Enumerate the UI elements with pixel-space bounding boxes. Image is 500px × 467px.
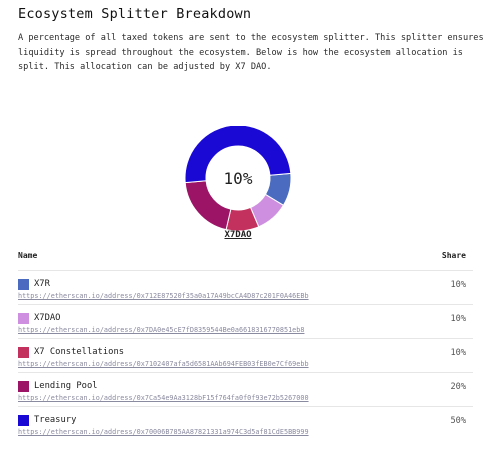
row-share: 10% [450, 314, 466, 324]
table-row: X7DAO https://etherscan.io/address/0x7DA… [18, 304, 473, 338]
row-share: 50% [450, 416, 466, 426]
row-name: X7R [34, 279, 50, 289]
etherscan-link[interactable]: https://etherscan.io/address/0x70006B785… [18, 428, 309, 436]
header-name: Name [18, 251, 38, 260]
row-name: Lending Pool [34, 381, 98, 391]
color-swatch [18, 381, 29, 392]
etherscan-link[interactable]: https://etherscan.io/address/0x712E87520… [18, 292, 309, 300]
row-name: Treasury [34, 415, 77, 425]
header-share: Share [441, 251, 466, 260]
chart-active-label[interactable]: X7DAO [224, 230, 252, 240]
donut-svg[interactable] [182, 126, 294, 238]
row-name: X7 Constellations [34, 347, 125, 357]
etherscan-link[interactable]: https://etherscan.io/address/0x7102407af… [18, 360, 309, 368]
row-share: 10% [450, 348, 466, 358]
section-title: Ecosystem Splitter Breakdown [18, 6, 252, 22]
color-swatch [18, 313, 29, 324]
color-swatch [18, 279, 29, 290]
chart-center-value: 10% [223, 168, 253, 188]
table-row: X7 Constellations https://etherscan.io/a… [18, 338, 473, 372]
etherscan-link[interactable]: https://etherscan.io/address/0x7DA0e45cE… [18, 326, 305, 334]
color-swatch [18, 415, 29, 426]
row-share: 10% [450, 280, 466, 290]
table-row: Lending Pool https://etherscan.io/addres… [18, 372, 473, 406]
etherscan-link[interactable]: https://etherscan.io/address/0x7Ca54e9Aa… [18, 394, 309, 402]
allocation-donut-chart[interactable]: 10% [182, 126, 294, 238]
color-swatch [18, 347, 29, 358]
table-row: Treasury https://etherscan.io/address/0x… [18, 406, 473, 440]
row-name: X7DAO [34, 313, 61, 323]
allocation-table: X7R https://etherscan.io/address/0x712E8… [18, 270, 473, 440]
row-share: 20% [450, 382, 466, 392]
table-row: X7R https://etherscan.io/address/0x712E8… [18, 270, 473, 304]
table-header: Name Share [18, 251, 466, 265]
donut-slice-treasury[interactable] [184, 126, 292, 184]
section-description: A percentage of all taxed tokens are sen… [18, 33, 484, 73]
